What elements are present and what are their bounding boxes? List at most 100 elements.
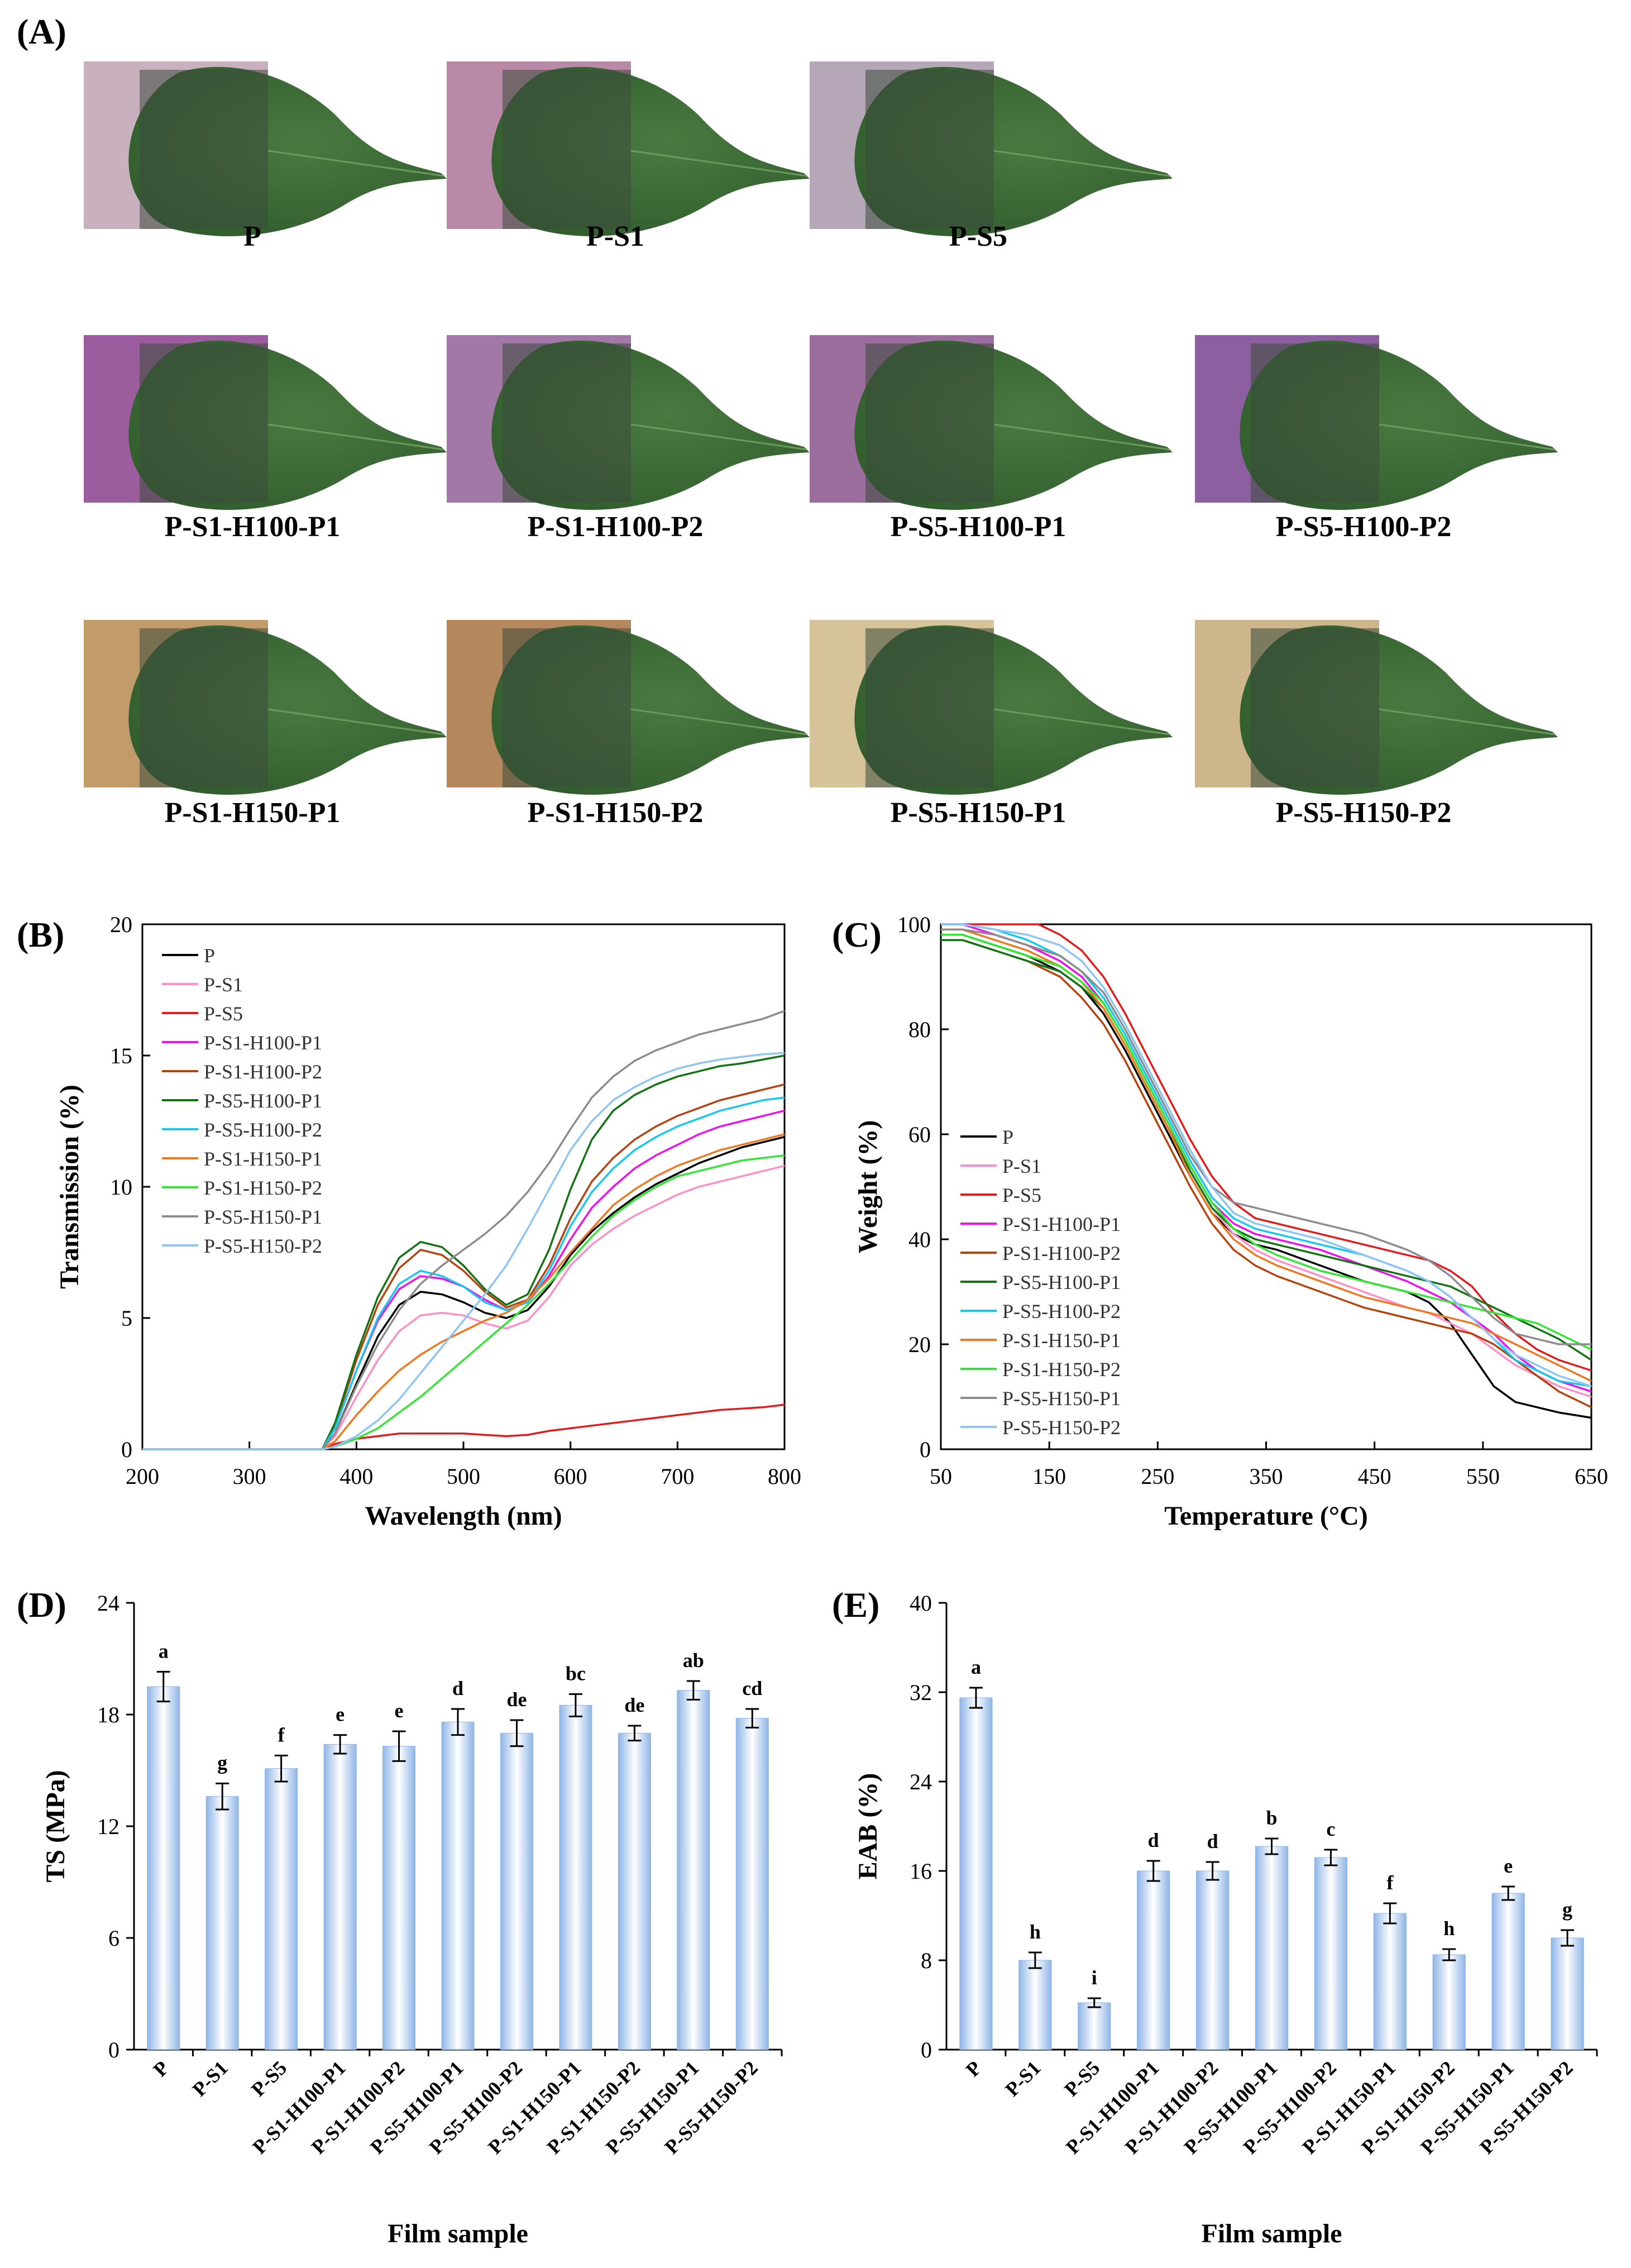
x-tick-label: 200 [126, 1464, 159, 1489]
x-tick-label: 50 [930, 1464, 952, 1489]
film-photo [84, 335, 447, 510]
leaf-midrib [1379, 708, 1556, 736]
y-tick-label: 0 [121, 1437, 132, 1462]
panel-label-d: (D) [17, 1585, 66, 1625]
significance-label: d [1207, 1830, 1218, 1852]
x-tick-label: 650 [1575, 1464, 1608, 1489]
significance-label: g [217, 1751, 227, 1774]
significance-label: c [1326, 1818, 1335, 1840]
legend-entry: P-S5-H150-P1 [1002, 1387, 1121, 1410]
y-tick-label: 0 [921, 2037, 932, 2062]
legend-entry: P-S1-H100-P2 [204, 1061, 322, 1083]
eab-bar-chart: 0816243240aPhP-S1iP-S5dP-S1-H100-P1dP-S1… [853, 1591, 1598, 2248]
tga-weight-chart: 50 150 250 350 450 550 650 0 20 40 60 80 100 Temperat… [853, 912, 1608, 1531]
bar [1195, 1870, 1230, 2050]
x-tick-label: P [962, 2056, 986, 2081]
legend-entry: P-S5-H100-P2 [1002, 1300, 1121, 1322]
leaf-midrib [993, 150, 1170, 177]
bar [1491, 1893, 1525, 2050]
x-tick-label: 500 [447, 1464, 480, 1489]
series-line [142, 1096, 785, 1450]
y-tick-label: 100 [897, 912, 931, 937]
bar [500, 1732, 533, 2050]
leaf-under-film [503, 70, 631, 229]
series-line [142, 1136, 785, 1450]
legend-entry: P-S5-H150-P2 [1002, 1416, 1121, 1439]
significance-label: d [1148, 1829, 1159, 1851]
legend-entry: P-S5-H100-P2 [204, 1119, 322, 1141]
bar [559, 1704, 592, 2050]
photo-label: P-S1-H150-P1 [165, 797, 341, 829]
y-tick-label: 40 [908, 1227, 931, 1252]
photo-label: P-S1 [586, 221, 644, 252]
photo-label: P-S5-H100-P2 [1276, 511, 1452, 543]
y-tick-label: 12 [97, 1814, 119, 1839]
significance-label: de [506, 1688, 527, 1711]
panel-label-a: (A) [17, 12, 66, 51]
leaf-under-film [503, 343, 631, 503]
photo-label: P-S1-H100-P2 [528, 511, 704, 543]
significance-label: de [624, 1694, 644, 1716]
significance-label: e [1504, 1855, 1513, 1877]
bar [265, 1768, 298, 2050]
photo-label: P-S5-H150-P1 [891, 797, 1066, 829]
panel-label-e: (E) [832, 1585, 879, 1625]
legend-entry: P-S5-H100-P1 [1002, 1271, 1121, 1293]
transmission-chart: 200 300 400 500 600 700 800 0 5 10 15 20 Wavelength … [55, 912, 801, 1531]
leaf-midrib [267, 423, 444, 451]
bar [1373, 1913, 1407, 2050]
series-line [142, 1054, 785, 1450]
legend-entry: P [204, 944, 215, 967]
x-tick-label: 350 [1250, 1464, 1283, 1489]
leaf-midrib [630, 708, 807, 736]
y-tick-label: 40 [910, 1591, 932, 1616]
y-tick-label: 5 [121, 1306, 132, 1331]
x-tick-label: 550 [1466, 1464, 1500, 1489]
bar [1432, 1954, 1466, 2050]
series-line [142, 1154, 785, 1450]
x-tick-label: P-S5 [247, 2056, 291, 2100]
significance-label: f [278, 1723, 285, 1746]
x-tick-label: 400 [339, 1464, 373, 1489]
leaf-under-film [865, 70, 994, 229]
y-tick-label: 80 [908, 1017, 931, 1042]
y-tick-label: 60 [908, 1122, 931, 1147]
legend: P P-S1 P-S5 P-S1-H100-P1 P-S1-H100-P2 P-S5-H1… [162, 944, 322, 1257]
leaf-under-film [1251, 628, 1379, 787]
x-axis-label: Film sample [388, 2219, 528, 2248]
bar [382, 1746, 416, 2050]
y-axis-label: TS (MPa) [41, 1770, 70, 1882]
series-line [941, 928, 1591, 1345]
y-tick-label: 16 [910, 1859, 932, 1884]
x-axis-label: Temperature (°C) [1164, 1501, 1367, 1531]
leaf-under-film [1251, 343, 1379, 503]
film-photo [447, 61, 810, 236]
legend-entry: P-S5-H150-P2 [204, 1235, 322, 1257]
series-line [941, 934, 1592, 1350]
y-tick-label: 0 [108, 2037, 119, 2062]
legend-entry: P-S1-H150-P2 [1002, 1358, 1121, 1381]
y-tick-label: 8 [921, 1948, 932, 1973]
photo-label: P-S5-H150-P2 [1276, 797, 1452, 829]
bar [959, 1697, 993, 2050]
leaf-midrib [267, 708, 444, 736]
bar [618, 1732, 651, 2050]
panel-label-b: (B) [17, 915, 64, 954]
legend-entry: P-S1-H150-P1 [204, 1148, 322, 1170]
x-tick-label: 800 [768, 1464, 801, 1489]
legend-entry: P-S1-H150-P2 [204, 1177, 322, 1199]
leaf-midrib [1379, 423, 1556, 451]
legend-entry: P-S1-H100-P1 [204, 1032, 322, 1054]
significance-label: a [971, 1656, 981, 1678]
panel-label-c: (C) [832, 915, 882, 954]
legend-entry: P-S1 [204, 973, 243, 996]
bar [1255, 1846, 1289, 2050]
bar [735, 1718, 769, 2050]
leaf-midrib [993, 708, 1170, 736]
y-tick-label: 10 [110, 1174, 132, 1200]
x-tick-label: P-S5 [1060, 2056, 1104, 2100]
x-tick-label: 450 [1358, 1464, 1391, 1489]
leaf-midrib [993, 423, 1170, 451]
film-photo [84, 620, 447, 795]
